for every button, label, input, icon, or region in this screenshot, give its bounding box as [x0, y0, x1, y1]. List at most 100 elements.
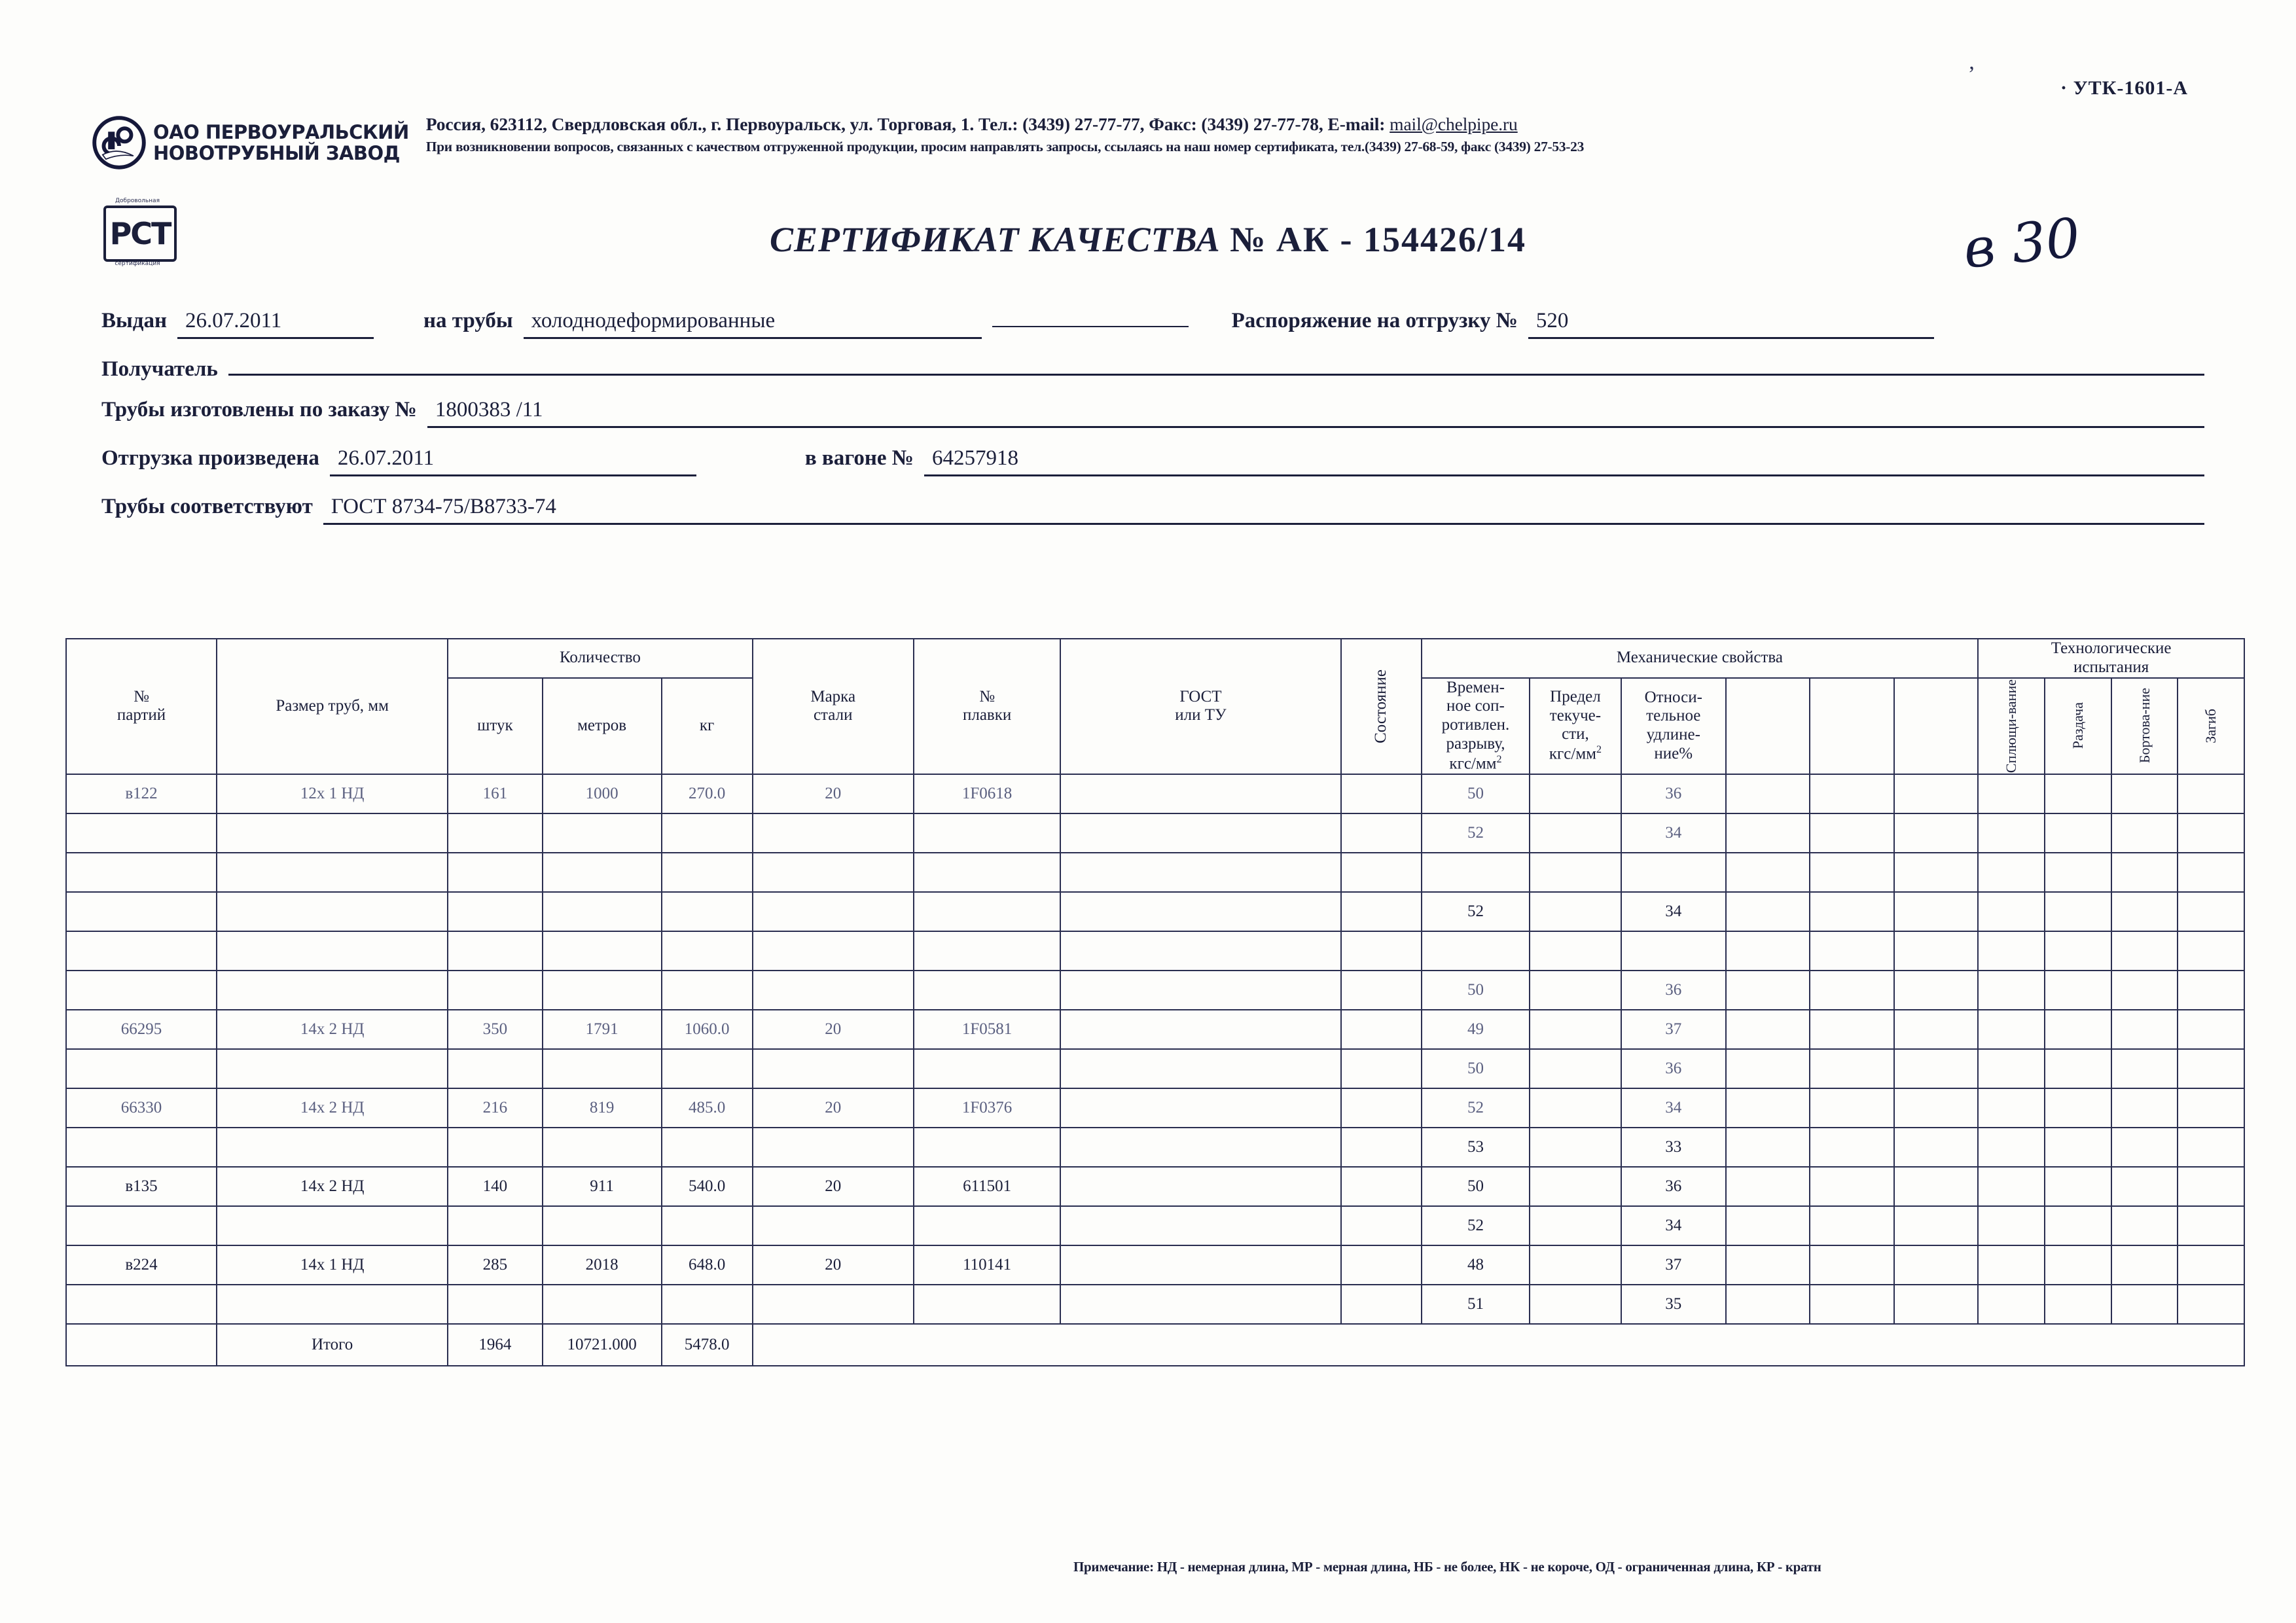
cell-blank	[1809, 1126, 1895, 1168]
cell-blank	[1725, 930, 1811, 971]
cell-tensile: 52	[1420, 1205, 1531, 1246]
cell-meters: 1791	[541, 1008, 662, 1050]
header-pipe-size: Размер труб, мм	[216, 638, 449, 775]
shipping-order-value[interactable]: 520	[1528, 309, 1934, 339]
cell-blank	[1977, 930, 2045, 971]
table-row	[65, 930, 2245, 971]
cell-heat	[912, 969, 1062, 1010]
cert-mark-top-text: Добровольная	[115, 198, 160, 204]
cell-pieces: 140	[447, 1166, 543, 1207]
cell-kg: 648.0	[660, 1244, 753, 1285]
table-row: в122 12х 1 НД 161 1000 270.0 20 1F0618 50 36	[65, 773, 2245, 814]
conformance-standard-value[interactable]: ГОСТ 8734-75/В8733-74	[323, 495, 2204, 525]
handwritten-annotation: в 30	[1960, 206, 2083, 281]
pipe-lots-table: № партий Размер труб, мм Количество Марк…	[65, 638, 2246, 1366]
cell-elongation: 33	[1620, 1126, 1727, 1168]
cell-blank	[2110, 1166, 2179, 1207]
cell-elongation: 34	[1620, 1205, 1727, 1246]
table-row: 52 34	[65, 1205, 2245, 1246]
cell-blank	[1893, 891, 1979, 932]
cell-size	[216, 1205, 449, 1246]
cell-kg	[660, 812, 753, 853]
cell-heat	[912, 1283, 1062, 1325]
shipment-date-value[interactable]: 26.07.2011	[329, 446, 696, 476]
cell-yield	[1529, 1283, 1622, 1325]
field-row-issued: Выдан 26.07.2011 на трубы холоднодеформи…	[101, 301, 2204, 349]
cell-blank	[1725, 1048, 1811, 1089]
cell-lot	[65, 851, 218, 893]
cell-blank	[2043, 1283, 2112, 1325]
recipient-value[interactable]	[228, 349, 2204, 376]
table-row: 52 34	[65, 891, 2245, 932]
cell-size: 14х 2 НД	[216, 1166, 449, 1207]
cell-blank	[1977, 1205, 2045, 1246]
cell-grade	[751, 1205, 914, 1246]
issued-date-value[interactable]: 26.07.2011	[177, 309, 374, 339]
cell-blank	[1893, 1283, 1979, 1325]
cell-blank	[2043, 773, 2112, 814]
made-by-order-value[interactable]: 1800383 /11	[427, 398, 2204, 428]
cell-blank	[2177, 930, 2245, 971]
cell-kg	[660, 1205, 753, 1246]
cell-lot	[65, 969, 218, 1010]
cell-kg	[660, 891, 753, 932]
cell-blank	[2177, 1205, 2245, 1246]
cell-lot	[65, 812, 218, 853]
cell-blank	[1809, 1166, 1895, 1207]
table-row: 50 36	[65, 969, 2245, 1010]
header-technological-tests-group: Технологические испытания	[1977, 638, 2245, 679]
cell-condition	[1340, 1244, 1422, 1285]
cell-blank	[1977, 969, 2045, 1010]
header-heat-number: № плавки	[912, 638, 1062, 775]
header-gost-or-tu: ГОСТ или ТУ	[1060, 638, 1342, 775]
cell-pieces: 161	[447, 773, 543, 814]
cell-yield	[1529, 812, 1622, 853]
cell-tensile: 50	[1420, 773, 1531, 814]
cell-gost	[1060, 1048, 1342, 1089]
cell-blank	[1809, 1283, 1895, 1325]
pntz-logo-icon	[92, 116, 146, 169]
cell-blank	[1809, 930, 1895, 971]
cell-meters: 819	[541, 1087, 662, 1128]
certificate-number: АК - 154426/14	[1276, 220, 1527, 259]
cell-meters	[541, 1205, 662, 1246]
totals-spacer-left	[65, 1323, 218, 1366]
cell-meters	[541, 1126, 662, 1168]
cell-grade	[751, 1048, 914, 1089]
footer-note: Примечание: НД - немерная длина, МР - ме…	[1073, 1559, 1821, 1575]
cell-grade: 20	[751, 1244, 914, 1285]
header-qty-meters: метров	[541, 677, 662, 775]
cell-meters	[541, 851, 662, 893]
cell-blank	[2110, 773, 2179, 814]
cell-gost	[1060, 891, 1342, 932]
cell-meters: 911	[541, 1166, 662, 1207]
cell-grade	[751, 1283, 914, 1325]
header-qty-kg: кг	[660, 677, 753, 775]
company-logo: ОАО ПЕРВОУРАЛЬСКИЙ НОВОТРУБНЫЙ ЗАВОД	[92, 113, 409, 170]
cell-elongation: 34	[1620, 812, 1727, 853]
cell-blank	[1977, 1166, 2045, 1207]
wagon-number-value[interactable]: 64257918	[924, 446, 2204, 476]
pipes-extra-blank[interactable]	[992, 301, 1189, 327]
cell-tensile: 51	[1420, 1283, 1531, 1325]
cell-blank	[1725, 969, 1811, 1010]
cell-blank	[2110, 969, 2179, 1010]
conformance-label: Трубы соответствуют	[101, 495, 313, 518]
cell-blank	[2043, 1048, 2112, 1089]
cell-kg: 1060.0	[660, 1008, 753, 1050]
company-email-link[interactable]: mail@chelpipe.ru	[1390, 114, 1518, 134]
pipes-type-value[interactable]: холоднодеформированные	[523, 309, 982, 339]
cell-kg: 485.0	[660, 1087, 753, 1128]
cell-yield	[1529, 1166, 1622, 1207]
cell-kg	[660, 1283, 753, 1325]
company-contact-block: Россия, 623112, Свердловская обл., г. Пе…	[426, 113, 2198, 155]
cell-gost	[1060, 851, 1342, 893]
cell-grade: 20	[751, 1008, 914, 1050]
cell-blank	[1725, 1205, 1811, 1246]
cell-blank	[2110, 930, 2179, 971]
rst-symbol: РСТ	[103, 205, 177, 262]
logo-line-1: ОАО ПЕРВОУРАЛЬСКИЙ	[153, 120, 409, 143]
cell-blank	[2110, 1283, 2179, 1325]
cell-lot	[65, 930, 218, 971]
wagon-label: в вагоне №	[804, 446, 914, 470]
